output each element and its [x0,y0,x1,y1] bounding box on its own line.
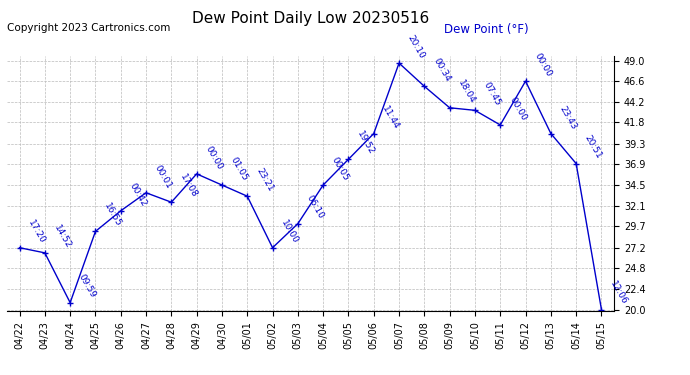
Text: 18:04: 18:04 [457,78,477,105]
Text: 00:00: 00:00 [204,144,224,171]
Text: 07:45: 07:45 [482,81,502,108]
Text: 17:20: 17:20 [26,218,47,245]
Text: 23:43: 23:43 [558,104,578,131]
Text: 20:51: 20:51 [583,134,604,161]
Text: 11:44: 11:44 [381,104,402,131]
Text: 10:00: 10:00 [279,218,300,245]
Text: Dew Point (°F): Dew Point (°F) [444,23,529,36]
Text: 00:34: 00:34 [431,57,452,84]
Text: 14:52: 14:52 [52,224,72,250]
Text: 20:10: 20:10 [406,33,426,60]
Text: 23:21: 23:21 [254,167,275,194]
Text: 00:00: 00:00 [533,51,553,78]
Text: 12:06: 12:06 [609,280,629,307]
Text: Copyright 2023 Cartronics.com: Copyright 2023 Cartronics.com [7,23,170,33]
Text: 16:55: 16:55 [102,202,123,229]
Text: 00:00: 00:00 [507,95,528,122]
Text: 09:59: 09:59 [77,273,98,300]
Text: 19:52: 19:52 [355,130,376,156]
Text: 17:08: 17:08 [178,172,199,200]
Text: 01:05: 01:05 [229,155,250,182]
Text: Dew Point Daily Low 20230516: Dew Point Daily Low 20230516 [192,11,429,26]
Text: 06:10: 06:10 [305,194,326,221]
Text: 00:01: 00:01 [153,163,174,190]
Text: 00:05: 00:05 [330,155,351,182]
Text: 00:42: 00:42 [128,182,148,208]
